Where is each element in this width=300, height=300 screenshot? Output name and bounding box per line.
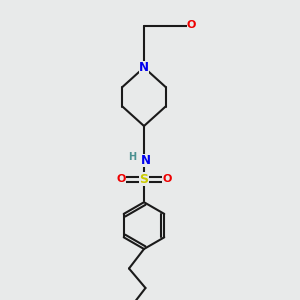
Text: N: N [139, 61, 149, 74]
Text: O: O [116, 174, 126, 184]
Text: O: O [187, 20, 196, 31]
Text: S: S [140, 172, 148, 186]
Text: N: N [140, 154, 151, 167]
Text: H: H [128, 152, 137, 163]
Text: O: O [162, 174, 172, 184]
